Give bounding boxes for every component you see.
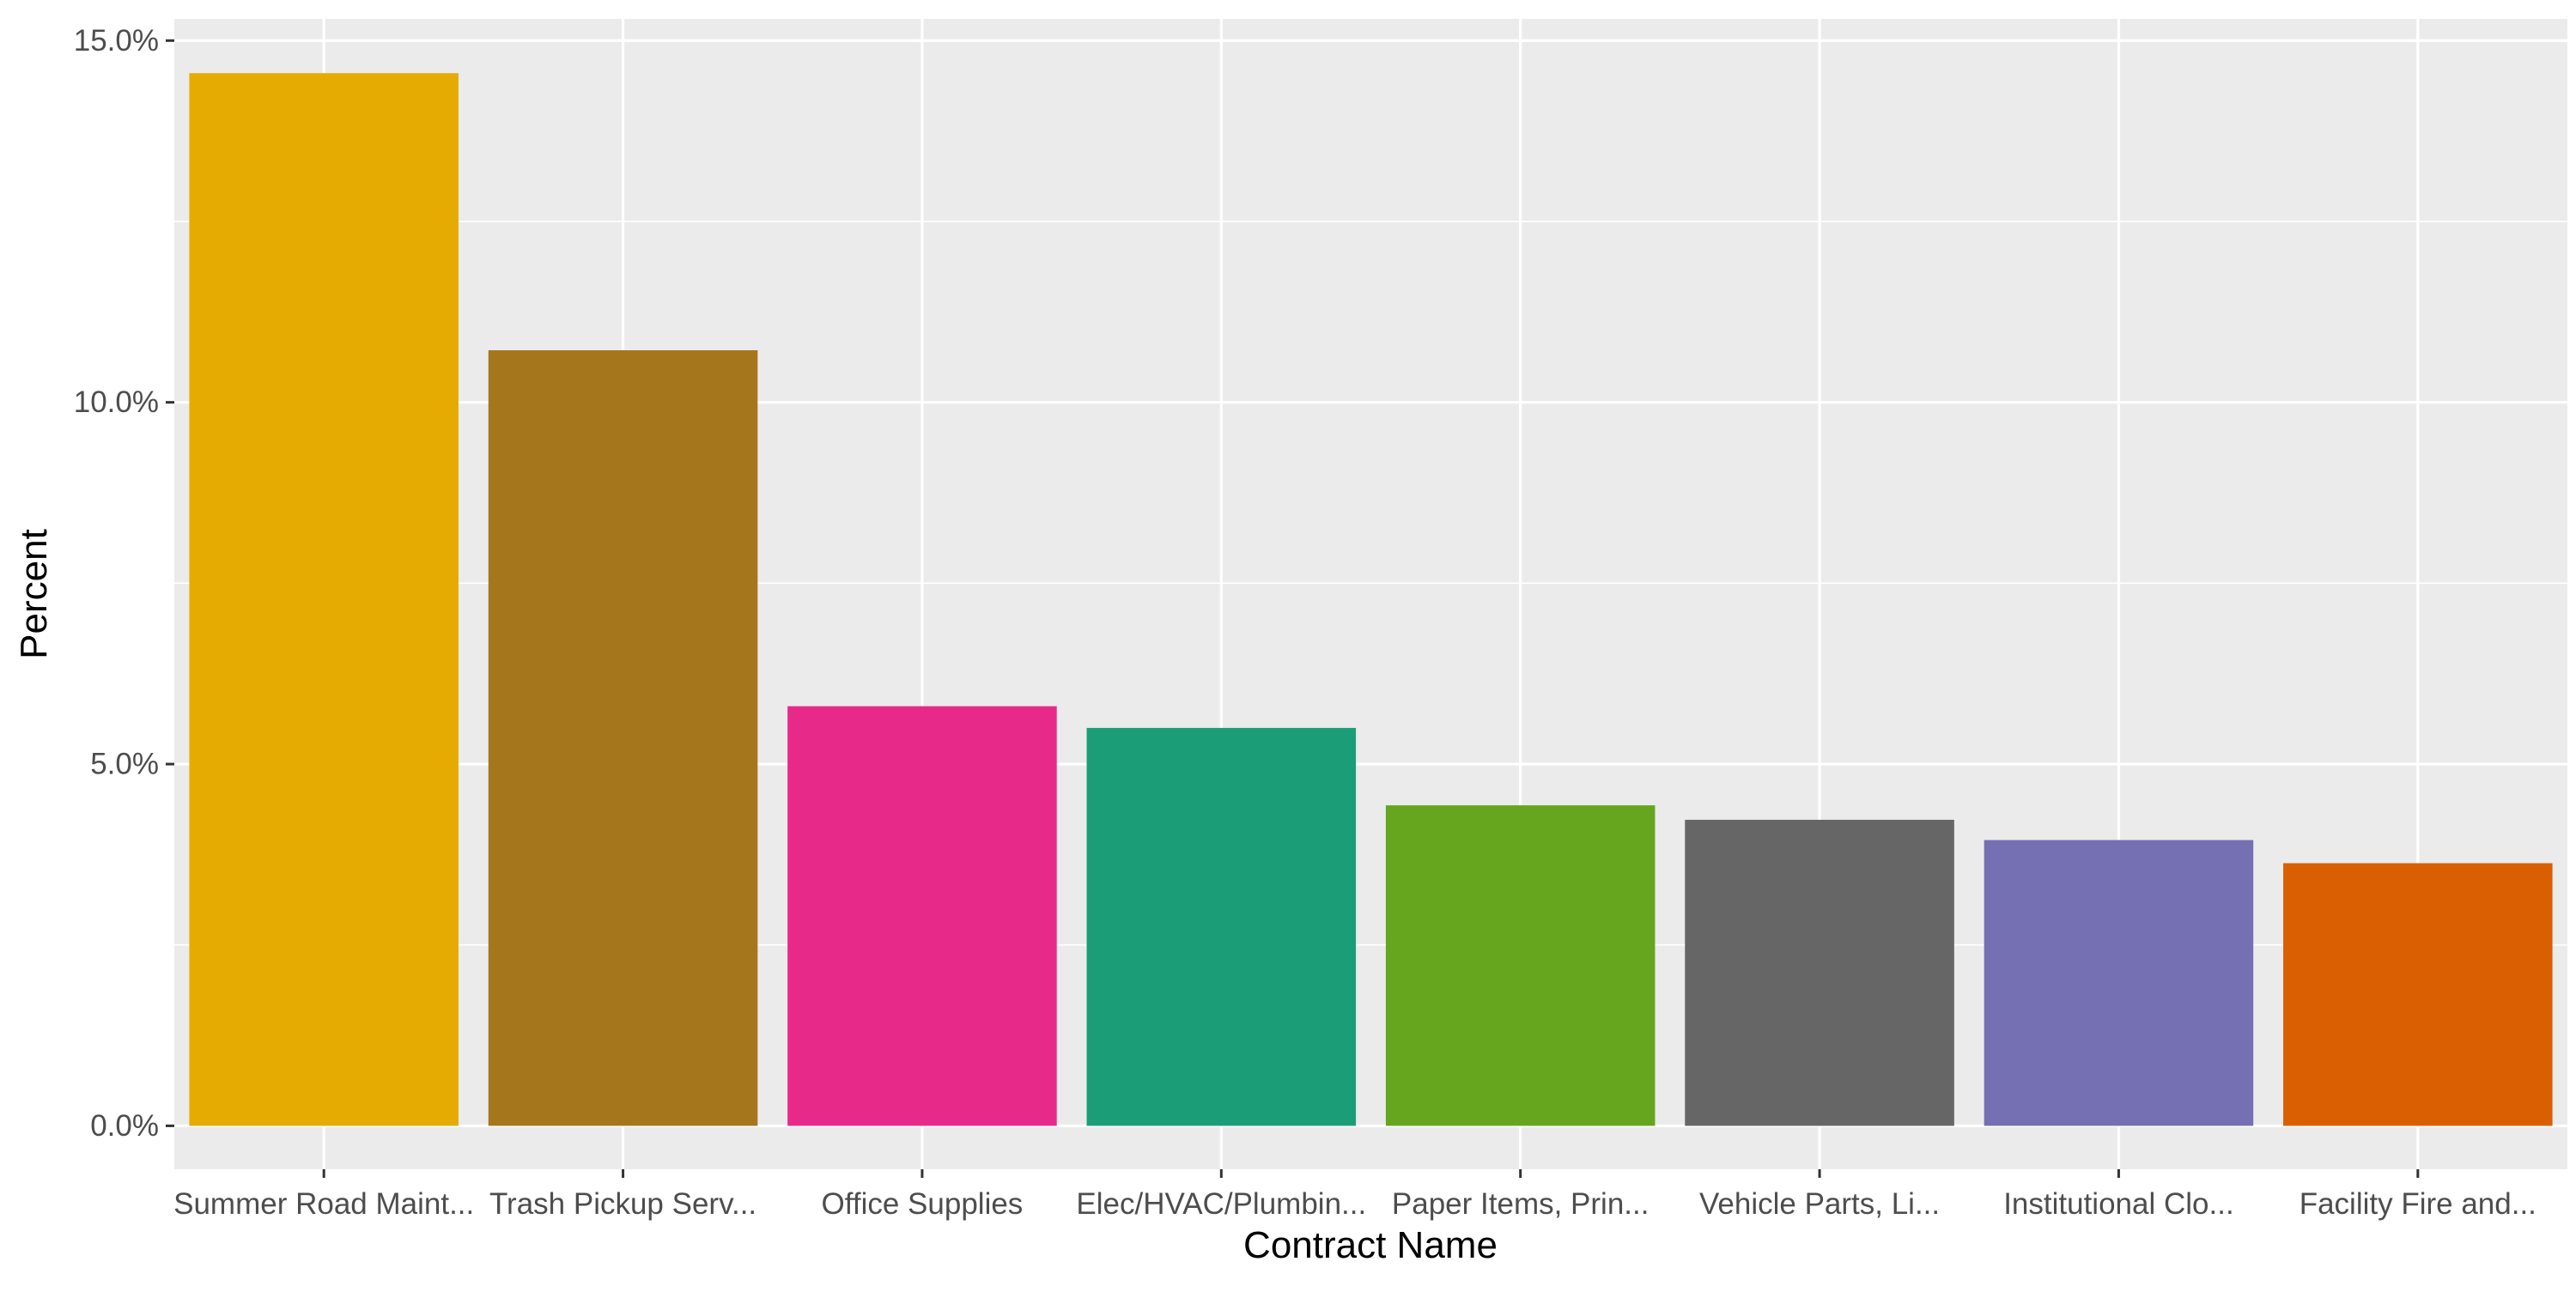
x-axis: Summer Road Maint... Trash Pickup Serv...… bbox=[173, 1169, 2537, 1221]
x-tick-label: Institutional Clo... bbox=[2003, 1187, 2233, 1221]
y-tick-label: 10.0% bbox=[74, 385, 159, 419]
y-tick-label: 15.0% bbox=[74, 24, 159, 58]
x-tick-label: Facility Fire and... bbox=[2300, 1187, 2537, 1221]
x-tick-label: Paper Items, Prin... bbox=[1392, 1187, 1649, 1221]
bar bbox=[1984, 840, 2254, 1126]
bar bbox=[1385, 805, 1656, 1126]
bar bbox=[1685, 819, 1954, 1126]
bar bbox=[2283, 863, 2553, 1126]
bar bbox=[488, 349, 758, 1126]
y-tick-label: 5.0% bbox=[90, 748, 159, 781]
bar bbox=[189, 73, 459, 1126]
y-axis-title: Percent bbox=[13, 529, 55, 659]
x-tick-label: Elec/HVAC/Plumbin... bbox=[1076, 1187, 1366, 1221]
x-tick-label: Trash Pickup Serv... bbox=[489, 1187, 756, 1221]
x-tick-label: Summer Road Maint... bbox=[173, 1187, 474, 1221]
bar bbox=[787, 706, 1057, 1126]
x-tick-label: Office Supplies bbox=[822, 1187, 1024, 1221]
y-tick-label: 0.0% bbox=[90, 1109, 159, 1143]
x-axis-title: Contract Name bbox=[1243, 1224, 1498, 1266]
x-tick-label: Vehicle Parts, Li... bbox=[1699, 1187, 1940, 1221]
bar bbox=[1086, 727, 1357, 1126]
y-axis: 0.0% 5.0% 10.0% 15.0% bbox=[74, 24, 174, 1143]
bars bbox=[189, 73, 2553, 1126]
